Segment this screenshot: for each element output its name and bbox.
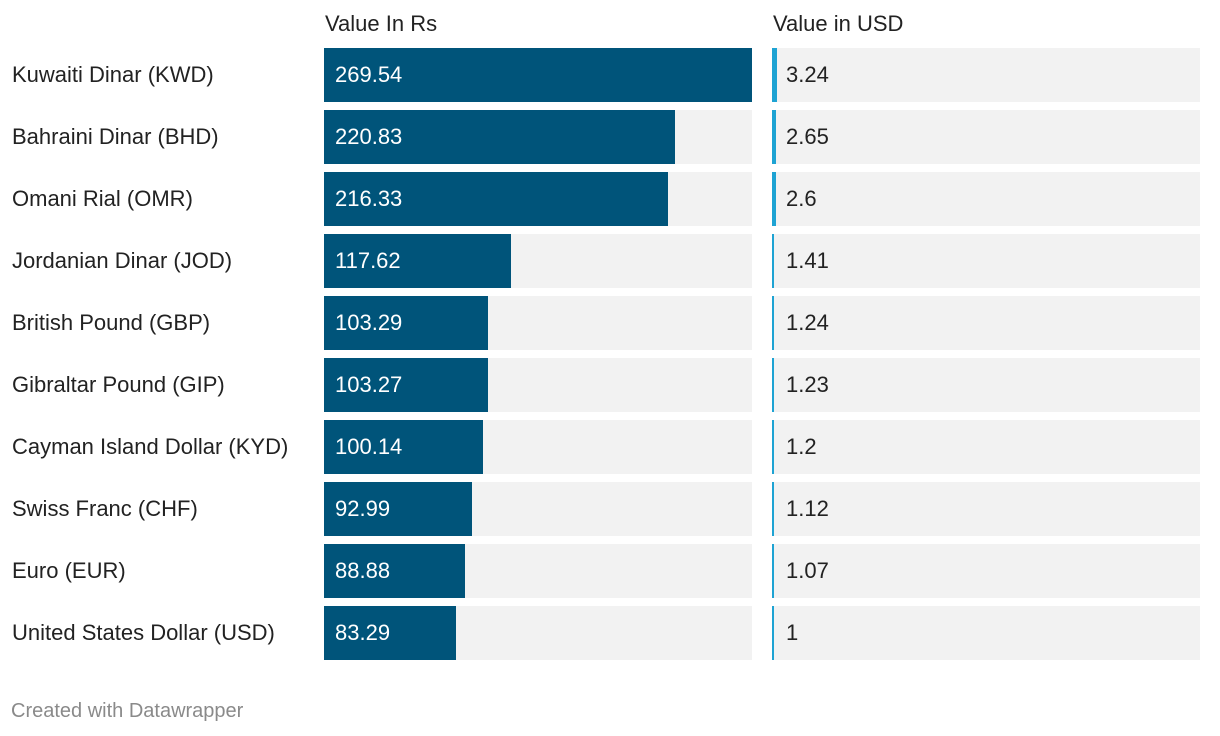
usd-bar: [772, 420, 774, 474]
row-label: Euro (EUR): [12, 558, 126, 583]
usd-bar: [772, 48, 777, 102]
rs-bar-track: 83.29: [324, 606, 752, 660]
row-label: Kuwaiti Dinar (KWD): [12, 62, 214, 87]
rs-value-label: 100.14: [335, 434, 403, 459]
usd-value-label: 1.12: [786, 496, 829, 521]
table-row: British Pound (GBP) 103.29 1.24: [0, 296, 1220, 350]
rs-bar-track: 269.54: [324, 48, 752, 102]
usd-value-label: 3.24: [786, 62, 829, 87]
rs-bar: [324, 172, 668, 226]
rs-bar: [324, 482, 472, 536]
rs-bar: [324, 110, 675, 164]
usd-value-label: 1: [786, 620, 799, 645]
usd-bar: [772, 482, 774, 536]
rs-bar: [324, 296, 488, 350]
row-label: Swiss Franc (CHF): [12, 496, 198, 521]
usd-value-label: 1.2: [786, 434, 817, 459]
table-row: Cayman Island Dollar (KYD) 100.14 1.2: [0, 420, 1220, 474]
rs-bar-track: 216.33: [324, 172, 752, 226]
usd-value-label: 1.23: [786, 372, 829, 397]
row-label: British Pound (GBP): [12, 310, 211, 335]
rs-bar: [324, 358, 488, 412]
usd-bar-track: 1.23: [772, 358, 1200, 412]
usd-bar-track: 1.2: [772, 420, 1200, 474]
usd-value-label: 1.07: [786, 558, 829, 583]
usd-bar: [772, 172, 776, 226]
usd-bar: [772, 296, 774, 350]
row-label: Omani Rial (OMR): [12, 186, 193, 211]
rs-bar: [324, 234, 511, 288]
rs-value-label: 88.88: [335, 558, 391, 583]
datawrapper-credit: Created with Datawrapper: [11, 700, 244, 722]
usd-bar: [772, 544, 774, 598]
usd-bar-track: 3.24: [772, 48, 1200, 102]
table-row: United States Dollar (USD) 83.29 1: [0, 606, 1220, 660]
usd-bar-track: 2.6: [772, 172, 1200, 226]
column-header-usd: Value in USD: [773, 11, 904, 36]
rs-bar: [324, 544, 465, 598]
rs-bar-track: 117.62: [324, 234, 752, 288]
row-label: Cayman Island Dollar (KYD): [12, 434, 289, 459]
usd-value-label: 1.24: [786, 310, 829, 335]
usd-bar-track: 2.65: [772, 110, 1200, 164]
usd-bar-track: 1.24: [772, 296, 1200, 350]
usd-value-label: 2.6: [786, 186, 817, 211]
usd-bar-track: 1.12: [772, 482, 1200, 536]
row-label: Bahraini Dinar (BHD): [12, 124, 219, 149]
rs-value-label: 92.99: [335, 496, 391, 521]
rs-bar-track: 103.29: [324, 296, 752, 350]
table-row: Euro (EUR) 88.88 1.07: [0, 544, 1220, 598]
table-row: Bahraini Dinar (BHD) 220.83 2.65: [0, 110, 1220, 164]
rs-bar-track: 92.99: [324, 482, 752, 536]
rs-bar-track: 220.83: [324, 110, 752, 164]
usd-bar: [772, 358, 774, 412]
rs-value-label: 269.54: [335, 62, 403, 87]
table-row: Omani Rial (OMR) 216.33 2.6: [0, 172, 1220, 226]
rs-bar: [324, 606, 456, 660]
rs-value-label: 216.33: [335, 186, 403, 211]
row-label: Gibraltar Pound (GIP): [12, 372, 225, 397]
rs-value-label: 83.29: [335, 620, 391, 645]
rs-value-label: 103.29: [335, 310, 403, 335]
usd-bar: [772, 606, 774, 660]
usd-value-label: 2.65: [786, 124, 829, 149]
rs-value-label: 220.83: [335, 124, 403, 149]
row-label: Jordanian Dinar (JOD): [12, 248, 233, 273]
column-header-rs: Value In Rs: [325, 11, 438, 36]
usd-bar: [772, 234, 774, 288]
rs-bar: [324, 48, 752, 102]
rs-value-label: 117.62: [335, 248, 401, 273]
usd-bar: [772, 110, 776, 164]
rs-value-label: 103.27: [335, 372, 403, 397]
usd-value-label: 1.41: [786, 248, 829, 273]
rs-bar: [324, 420, 483, 474]
row-label: United States Dollar (USD): [12, 620, 275, 645]
table-row: Kuwaiti Dinar (KWD) 269.54 3.24: [0, 48, 1220, 102]
table-row: Swiss Franc (CHF) 92.99 1.12: [0, 482, 1220, 536]
usd-bar-track: 1: [772, 606, 1200, 660]
usd-bar-track: 1.41: [772, 234, 1200, 288]
rs-bar-track: 100.14: [324, 420, 752, 474]
usd-bar-track: 1.07: [772, 544, 1200, 598]
rs-bar-track: 88.88: [324, 544, 752, 598]
table-row: Jordanian Dinar (JOD) 117.62 1.41: [0, 234, 1220, 288]
table-row: Gibraltar Pound (GIP) 103.27 1.23: [0, 358, 1220, 412]
rs-bar-track: 103.27: [324, 358, 752, 412]
